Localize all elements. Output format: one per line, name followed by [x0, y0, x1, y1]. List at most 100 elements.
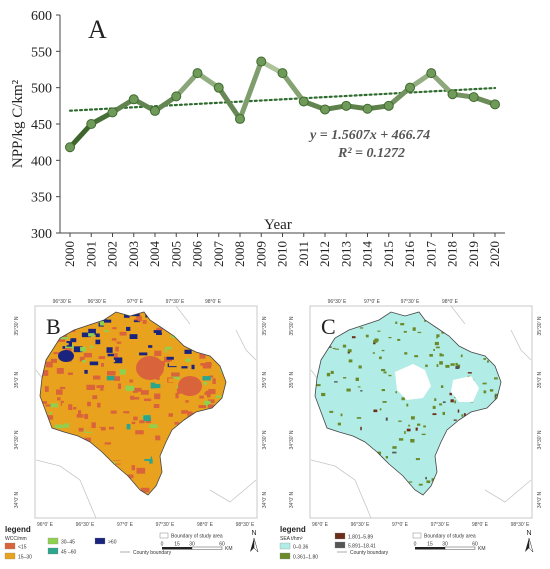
right-tick-label: 35°0′ N — [537, 371, 543, 388]
wcc-cell — [203, 381, 207, 385]
sea-cell — [357, 386, 361, 388]
wcc-cell — [61, 403, 68, 408]
wcc-cell — [78, 427, 84, 432]
sea-cell — [403, 330, 407, 333]
wcc-cell — [135, 430, 144, 435]
wcc-cell — [97, 402, 101, 408]
sea-cell — [425, 476, 427, 480]
wcc-cell — [149, 424, 158, 429]
left-tick-label: 34°30′ N — [14, 430, 20, 449]
wcc-cell — [111, 338, 117, 342]
wcc-cell — [84, 413, 89, 420]
north-label: N — [526, 530, 531, 537]
wcc-cell — [107, 370, 116, 376]
wcc-cell — [68, 404, 73, 410]
wcc-cell — [62, 346, 66, 349]
data-point — [468, 92, 479, 103]
sea-cell — [373, 339, 378, 343]
wcc-cell — [202, 365, 212, 369]
sea-cell — [442, 411, 446, 416]
wcc-cell — [79, 356, 85, 362]
wcc-cell — [136, 324, 143, 329]
sea-cell — [410, 416, 415, 420]
x-tick-label: 2018 — [445, 241, 460, 267]
wcc-cell — [64, 348, 72, 352]
wcc-cell — [107, 386, 116, 390]
trend-equation: y = 1.5607x + 466.74 — [308, 128, 430, 143]
scale-unit: KM — [478, 546, 486, 552]
y-tick-label: 600 — [31, 9, 52, 24]
right-tick-label: 34°30′ N — [262, 430, 268, 449]
legend-item-label: >60 — [108, 540, 117, 546]
sea-cell — [359, 327, 364, 329]
wcc-cell — [123, 324, 130, 329]
bottom-tick-label: 98°30′ E — [511, 522, 530, 528]
top-tick-label: 96°30′ E — [328, 299, 347, 305]
wcc-cell — [78, 401, 84, 406]
wcc-cell — [104, 445, 111, 452]
sea-cell — [455, 362, 458, 366]
r-squared: R² = 0.1272 — [337, 146, 405, 161]
y-tick-label: 300 — [31, 227, 52, 242]
wcc-cell — [108, 426, 115, 430]
wcc-cell — [125, 385, 135, 391]
wcc-cell — [53, 352, 60, 355]
sea-cell — [385, 417, 388, 421]
panel-label-a: A — [88, 15, 107, 44]
sea-cell — [439, 361, 443, 365]
x-tick-label: 2010 — [275, 241, 290, 267]
sea-cell — [398, 420, 402, 422]
wcc-cell — [143, 478, 150, 484]
data-point — [277, 68, 288, 79]
wcc-cell — [91, 422, 96, 429]
series-segment — [237, 59, 264, 122]
sea-cell — [494, 377, 498, 380]
left-tick-label: 35°0′ N — [14, 371, 20, 388]
wcc-cell — [56, 367, 64, 374]
wcc-cell — [212, 378, 216, 384]
wcc-cell — [160, 345, 166, 352]
bottom-tick-label: 96°30′ E — [351, 522, 370, 528]
scale-bar-light — [191, 546, 223, 550]
sea-cell — [388, 336, 392, 339]
wcc-cell — [56, 389, 63, 395]
sea-cell — [467, 372, 472, 374]
wcc-cell — [106, 347, 113, 353]
sea-cell — [436, 334, 440, 338]
wcc-cell — [199, 395, 204, 399]
wcc-cell — [152, 455, 160, 462]
top-tick-label: 97°30′ E — [166, 299, 185, 305]
wcc-cell — [118, 466, 125, 472]
bottom-tick-label: 97°0′ E — [392, 522, 409, 528]
data-point — [213, 82, 224, 93]
wcc-cell — [114, 452, 121, 457]
sea-cell — [461, 414, 464, 417]
sea-cell — [385, 456, 389, 459]
wcc-cell — [113, 353, 118, 358]
left-tick-label: 34°0′ N — [14, 491, 20, 508]
wcc-cell — [83, 352, 92, 358]
wcc-cell — [151, 435, 155, 438]
data-point — [341, 100, 352, 111]
wcc-patch — [136, 356, 164, 380]
wcc-cell — [88, 333, 95, 337]
wcc-cell — [67, 372, 73, 375]
wcc-cell — [84, 437, 92, 442]
wcc-cell — [177, 361, 184, 368]
wcc-cell — [89, 361, 99, 366]
wcc-cell — [107, 455, 114, 461]
wcc-cell — [95, 333, 100, 338]
scale-tick-label: 0 — [161, 542, 164, 548]
wcc-map-panel: 96°30′ E 96°30′ E 97°0′ E 97°30′ E 98°0′ E 96… — [4, 299, 268, 561]
wcc-cell — [66, 393, 75, 397]
sea-cell — [434, 341, 439, 346]
left-tick-label: 35°30′ N — [14, 316, 20, 335]
right-tick-label: 35°30′ N — [537, 316, 543, 335]
wcc-cell — [205, 362, 212, 367]
x-tick-label: 2014 — [360, 241, 375, 268]
wcc-cell — [104, 442, 113, 445]
wcc-cell — [107, 353, 116, 357]
wcc-cell — [126, 326, 131, 331]
x-tick-label: 2007 — [211, 241, 226, 268]
